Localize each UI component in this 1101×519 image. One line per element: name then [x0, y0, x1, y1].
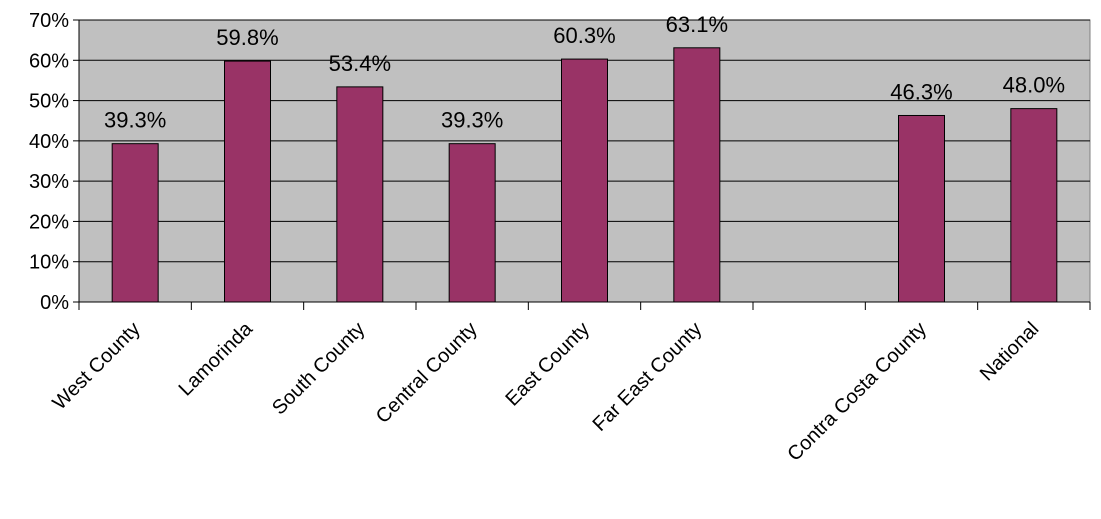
x-axis [78, 301, 1091, 310]
category-label: Far East County [589, 318, 707, 436]
bar [111, 143, 159, 303]
y-tick-label: 0% [40, 292, 69, 314]
category-label: West County [48, 318, 144, 414]
y-tick-label: 20% [29, 211, 69, 233]
y-axis: 0% 10% 20% 30% 40% 50% 60% 70% [29, 10, 80, 314]
data-labels: 39.3% 59.8% 53.4% 39.3% 60.3% 63.1% 46.3% 48.0% [104, 12, 1065, 133]
category-labels: West County Lamorinda South County Central … [48, 317, 1043, 465]
data-label: 53.4% [329, 51, 391, 76]
bar [673, 47, 721, 303]
y-tick-label: 40% [29, 131, 69, 153]
y-tick-label: 60% [29, 50, 69, 72]
data-label: 48.0% [1003, 73, 1065, 98]
category-label: National [976, 318, 1043, 385]
bar [224, 60, 271, 303]
data-label: 63.1% [666, 12, 728, 37]
category-label: South County [268, 318, 369, 419]
bars [111, 47, 1058, 303]
y-tick-label: 10% [29, 252, 69, 274]
data-label: 46.3% [890, 79, 952, 104]
bar [561, 58, 608, 303]
y-tick-label: 30% [29, 171, 69, 193]
data-label: 59.8% [216, 25, 278, 50]
category-label: Contra Costa County [783, 318, 931, 466]
bar [448, 143, 496, 303]
y-tick-label: 50% [29, 91, 69, 113]
data-label: 39.3% [441, 108, 503, 133]
category-label: East County [501, 318, 594, 411]
data-label: 39.3% [104, 108, 166, 133]
bar [336, 86, 384, 303]
category-label: Lamorinda [175, 317, 258, 400]
category-label: Central County [372, 318, 482, 428]
bar [1010, 108, 1058, 303]
bar [898, 114, 945, 303]
data-label: 60.3% [553, 23, 615, 48]
y-tick-label: 70% [29, 10, 69, 32]
